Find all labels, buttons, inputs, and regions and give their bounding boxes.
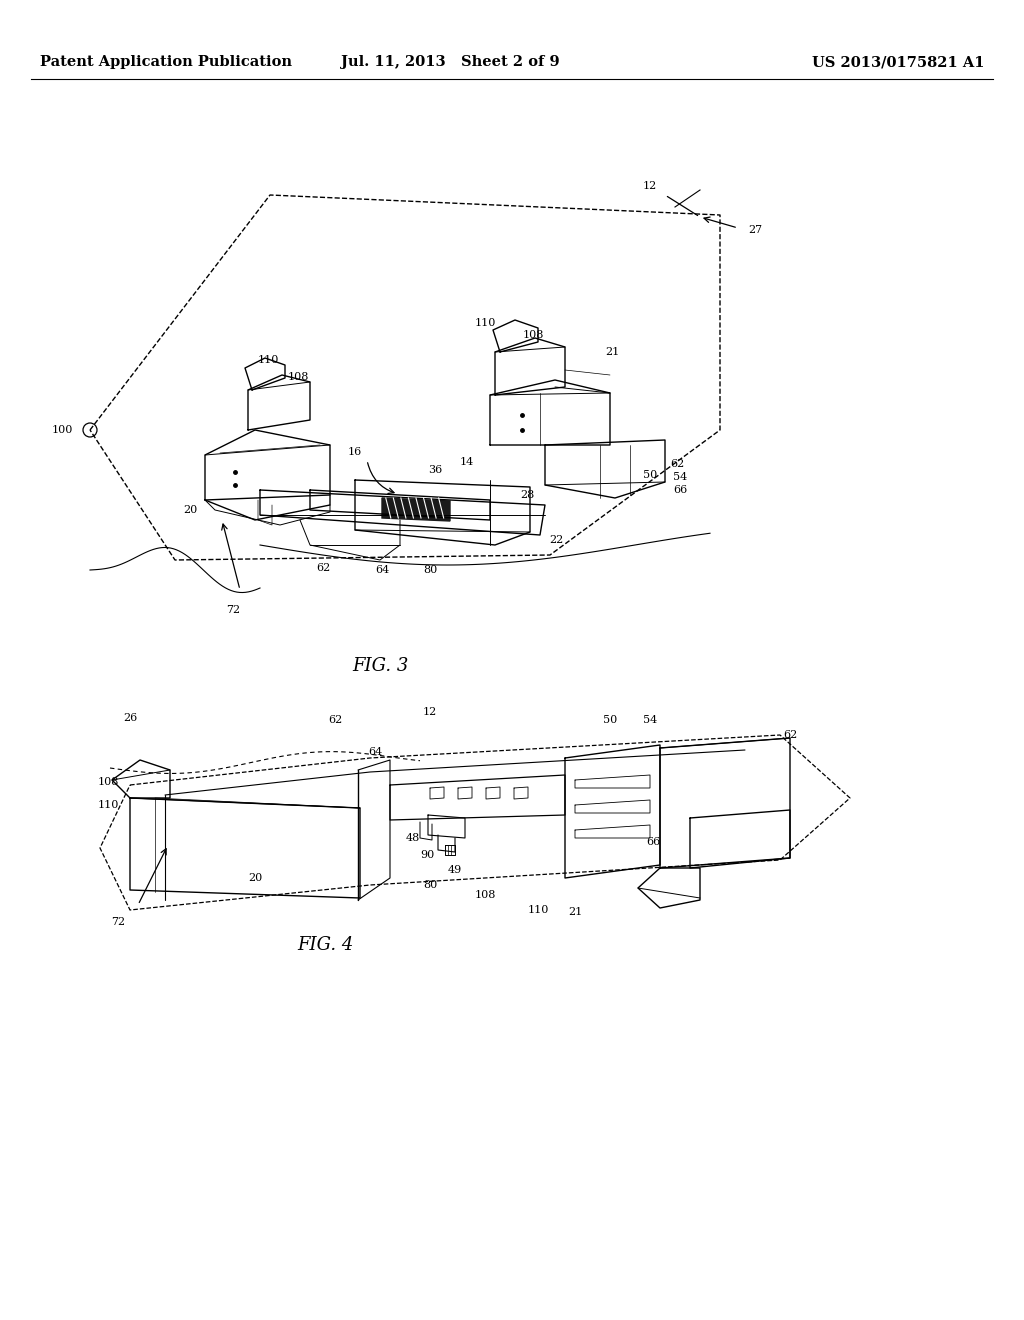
Text: 110: 110 [257,355,279,366]
Text: 66: 66 [646,837,660,847]
Text: 20: 20 [248,873,262,883]
Text: 22: 22 [549,535,563,545]
Text: 110: 110 [474,318,496,327]
Text: 90: 90 [420,850,434,861]
Text: 66: 66 [673,484,687,495]
Text: 20: 20 [183,506,198,515]
Text: 48: 48 [406,833,420,843]
Text: 110: 110 [527,906,549,915]
Text: FIG. 4: FIG. 4 [297,936,353,954]
Text: 72: 72 [111,917,125,927]
Text: 28: 28 [520,490,535,500]
Text: 108: 108 [288,372,308,381]
Polygon shape [382,498,450,521]
Text: 64: 64 [368,747,382,756]
Text: 108: 108 [522,330,544,341]
Text: 16: 16 [348,447,362,457]
Text: 62: 62 [315,564,330,573]
Text: 62: 62 [670,459,684,469]
Text: 110: 110 [97,800,119,810]
Text: FIG. 3: FIG. 3 [352,657,409,675]
Text: 54: 54 [643,715,657,725]
Text: 49: 49 [447,865,462,875]
Text: Patent Application Publication: Patent Application Publication [40,55,292,69]
Text: 62: 62 [783,730,797,741]
Text: 36: 36 [428,465,442,475]
Text: 108: 108 [97,777,119,787]
Text: 21: 21 [605,347,620,356]
Text: 64: 64 [375,565,389,576]
Text: 80: 80 [423,880,437,890]
Text: 21: 21 [568,907,582,917]
Text: 108: 108 [474,890,496,900]
Text: 50: 50 [603,715,617,725]
Text: 12: 12 [643,181,657,191]
Text: 12: 12 [423,708,437,717]
Text: 14: 14 [460,457,474,467]
Text: 27: 27 [748,224,762,235]
Text: Jul. 11, 2013   Sheet 2 of 9: Jul. 11, 2013 Sheet 2 of 9 [341,55,560,69]
Text: 50: 50 [643,470,657,480]
Text: 80: 80 [423,565,437,576]
Text: US 2013/0175821 A1: US 2013/0175821 A1 [811,55,984,69]
Text: 26: 26 [123,713,137,723]
Text: 54: 54 [673,473,687,482]
Text: 62: 62 [328,715,342,725]
Text: 72: 72 [226,605,240,615]
Text: 100: 100 [51,425,73,436]
